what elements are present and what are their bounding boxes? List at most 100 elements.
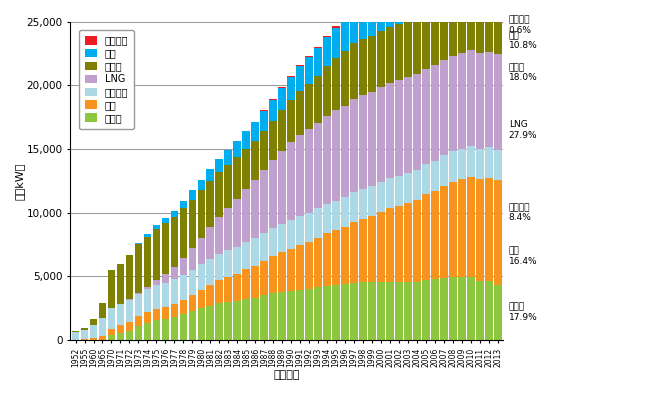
Bar [144,234,151,237]
Bar [170,211,178,217]
Bar [135,326,142,340]
Bar [198,290,205,308]
Bar [431,279,439,340]
Bar [306,242,313,289]
Bar [458,53,465,149]
Bar [377,31,385,87]
Bar [422,164,430,194]
Bar [144,237,151,286]
Bar [422,0,430,13]
Bar [431,191,439,279]
Bar [386,83,394,179]
Bar [341,284,349,340]
Bar [179,275,187,300]
Bar [287,76,295,77]
Bar [144,312,151,323]
Bar [467,146,474,177]
Bar [233,246,241,274]
Bar [90,325,97,338]
Bar [377,0,385,31]
Bar [188,200,196,248]
Bar [476,149,484,179]
Bar [287,100,295,142]
Bar [467,277,474,340]
Bar [233,274,241,301]
Text: 原子力
17.9%: 原子力 17.9% [509,303,538,322]
Bar [242,242,250,269]
Bar [359,95,367,189]
Bar [413,18,421,74]
Bar [269,160,277,228]
Bar [323,286,331,340]
Bar [359,219,367,282]
Bar [170,279,178,304]
Bar [395,176,403,206]
Bar [440,0,448,4]
Bar [153,285,160,309]
Bar [207,169,214,181]
Bar [359,39,367,95]
Bar [198,180,205,190]
Bar [404,0,412,21]
Bar [125,322,133,331]
Bar [296,216,304,245]
Bar [261,170,268,233]
Bar [252,122,259,141]
Bar [395,282,403,340]
Bar [476,179,484,281]
Bar [188,248,196,270]
Bar [386,0,394,27]
Bar [90,318,97,325]
Bar [153,320,160,340]
Bar [476,0,484,53]
Bar [135,244,142,293]
Bar [386,282,394,340]
Bar [278,87,286,88]
Bar [188,295,196,310]
Bar [306,57,313,84]
Bar [332,201,340,230]
Text: 一般水力
8.4%: 一般水力 8.4% [509,203,532,222]
Bar [315,287,322,340]
Bar [431,65,439,161]
Bar [125,299,133,300]
Bar [458,179,465,277]
Bar [395,24,403,80]
Bar [252,266,259,298]
Bar [413,282,421,340]
Bar [162,307,169,319]
Bar [233,141,241,157]
Bar [449,182,457,277]
Y-axis label: （万kW）: （万kW） [15,162,25,199]
Bar [395,206,403,282]
Bar [449,0,457,56]
Bar [458,0,465,53]
Bar [242,299,250,340]
Bar [153,309,160,320]
Bar [269,100,277,121]
Bar [422,13,430,69]
Bar [153,226,160,229]
Bar [269,293,277,340]
Bar [108,329,115,335]
Bar [440,156,448,186]
Bar [323,204,331,233]
Bar [323,66,331,116]
Bar [315,47,322,48]
Bar [179,209,187,258]
Legend: 新エネ等, 揚水, 石油等, LNG, 一般水力, 石炭, 原子力: 新エネ等, 揚水, 石油等, LNG, 一般水力, 石炭, 原子力 [79,30,134,129]
Bar [377,182,385,212]
Bar [99,336,107,340]
Bar [494,150,502,181]
Bar [215,172,223,216]
Bar [224,208,232,250]
Bar [440,4,448,60]
Bar [315,48,322,76]
Bar [261,295,268,340]
Bar [215,280,223,303]
Bar [341,198,349,227]
Bar [306,213,313,242]
X-axis label: （年度）: （年度） [274,370,300,380]
Bar [359,282,367,340]
Bar [233,157,241,199]
